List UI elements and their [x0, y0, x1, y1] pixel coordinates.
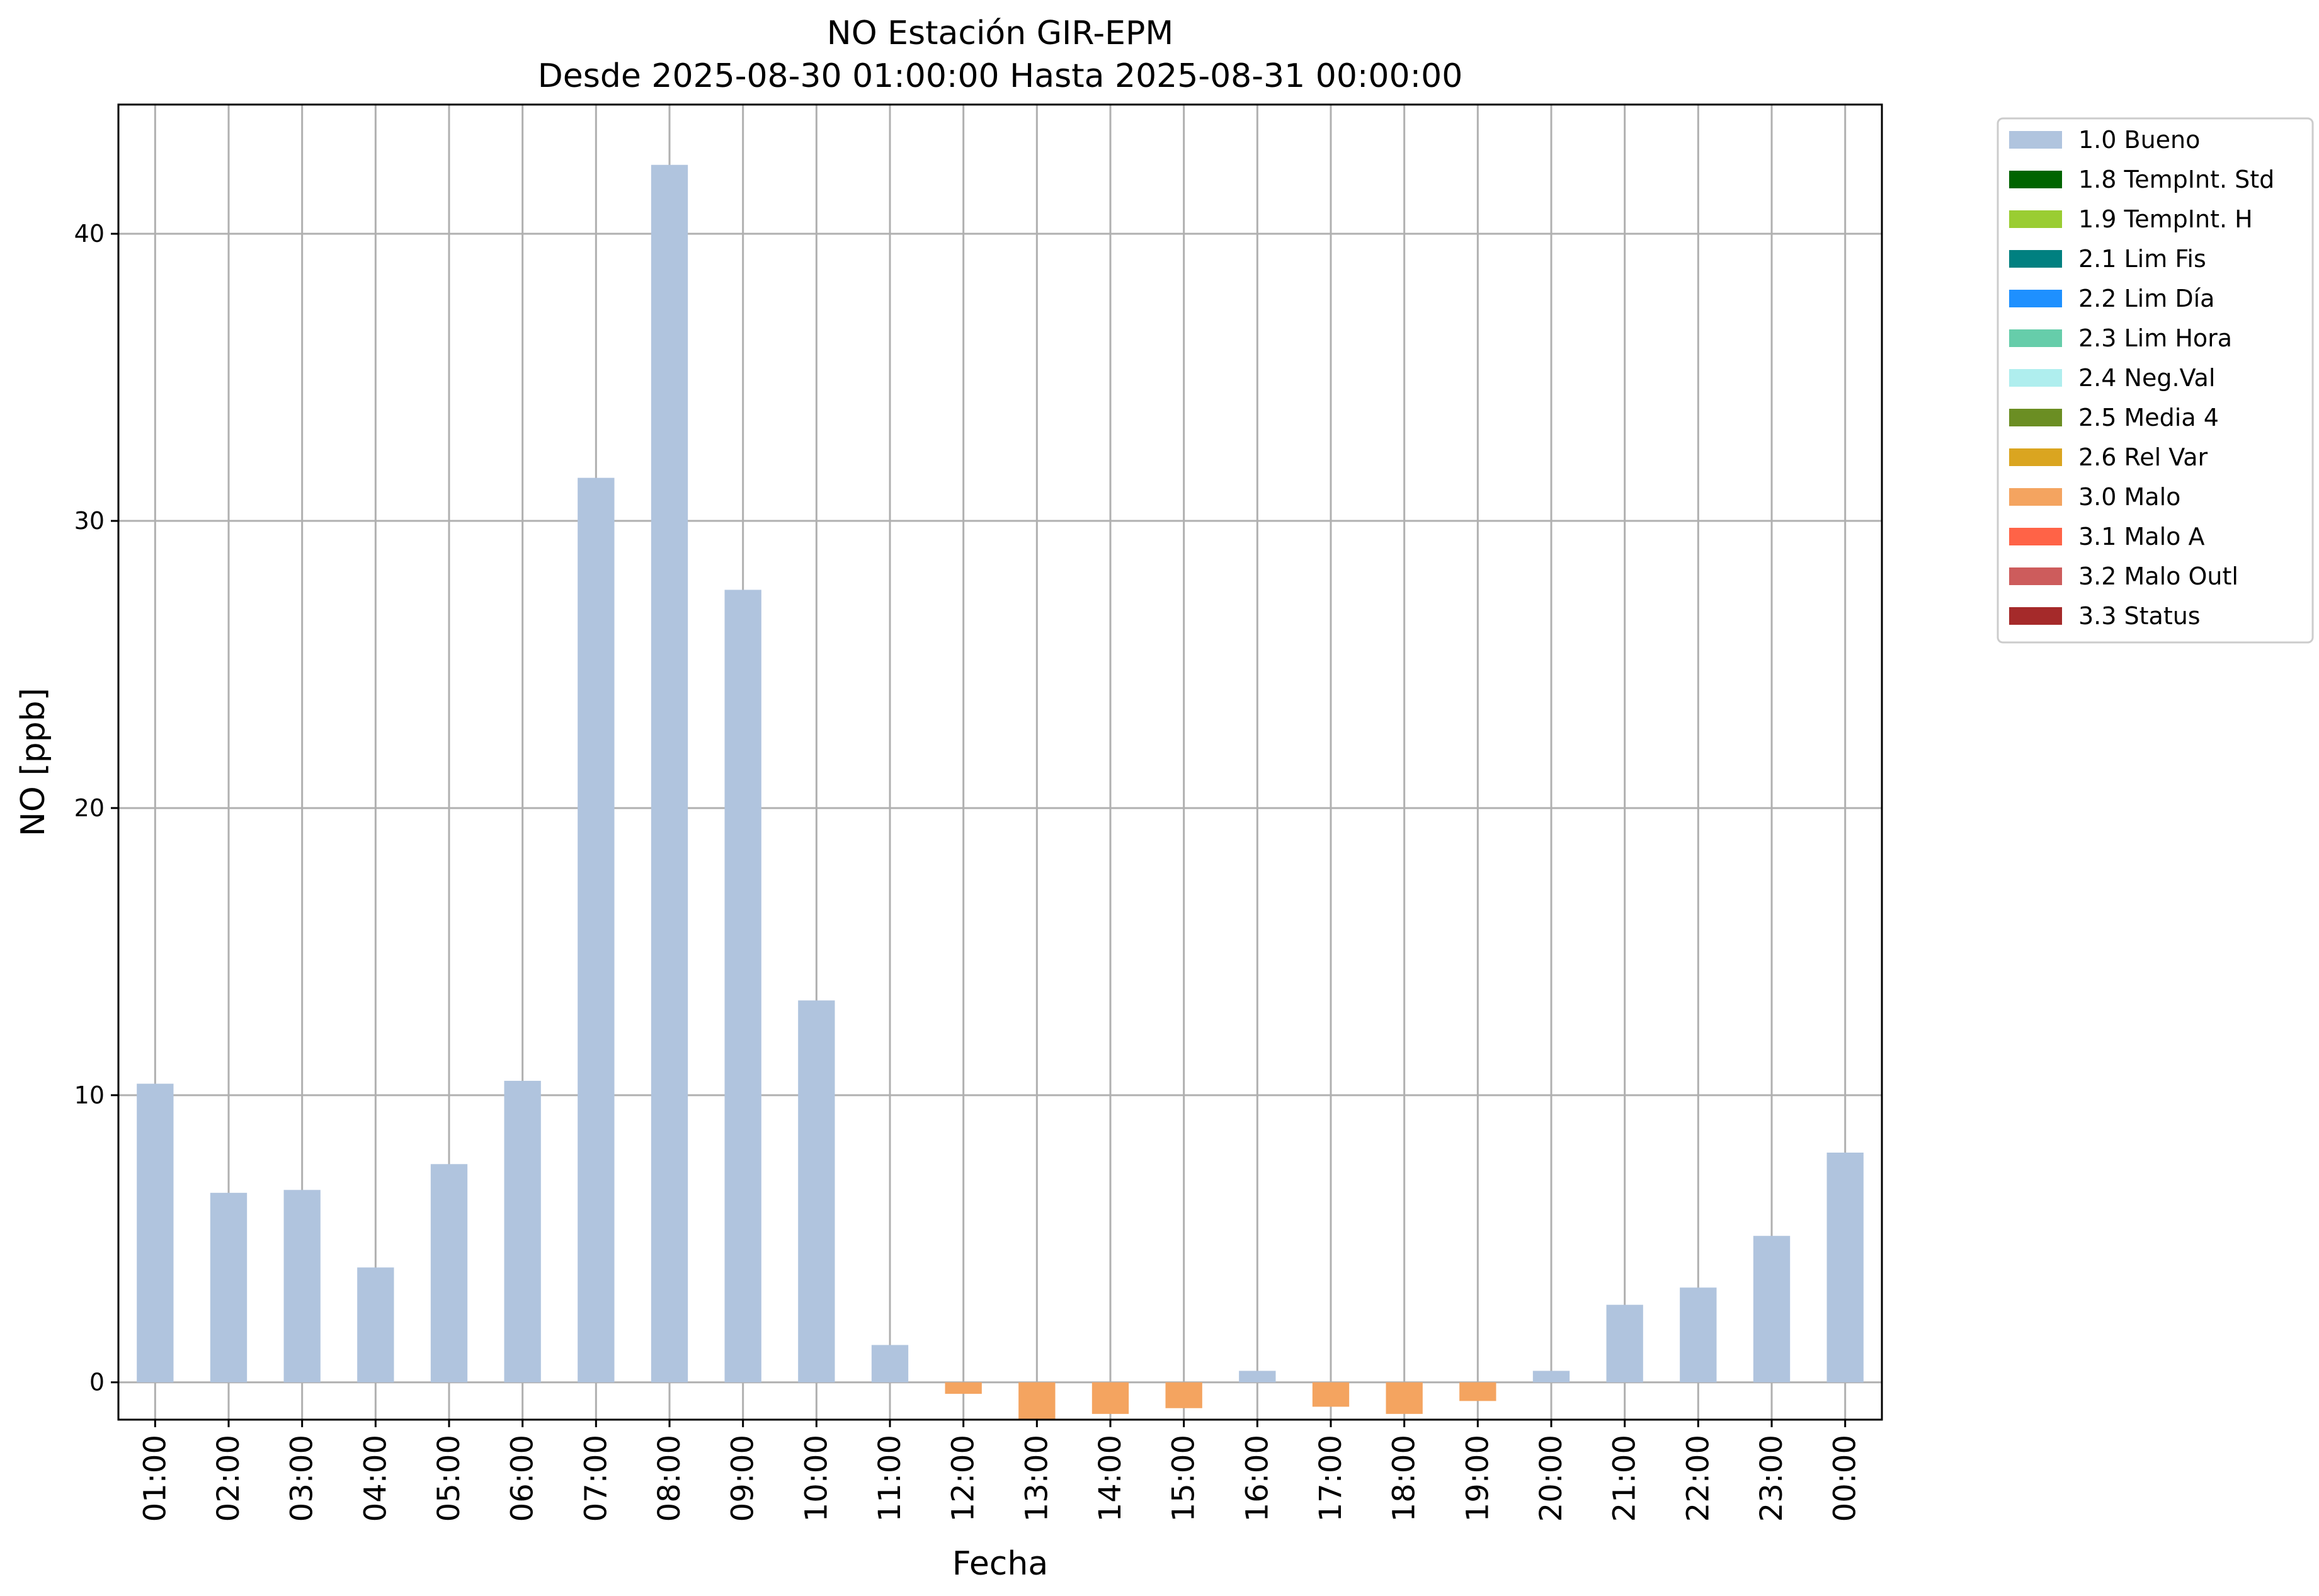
- x-tick-label: 13:00: [1019, 1435, 1054, 1522]
- x-axis-ticks: 01:00 02:00 03:00 04:00 05:00 06:00 07:00 08:00…: [137, 1420, 1863, 1522]
- bar: [1826, 1153, 1864, 1382]
- x-axis-label: Fecha: [952, 1545, 1048, 1583]
- x-tick-label: 15:00: [1166, 1435, 1202, 1522]
- chart-subtitle: Desde 2025-08-30 01:00:00 Hasta 2025-08-…: [538, 57, 1463, 95]
- legend: 1.0 Bueno 1.8 TempInt. Std 1.9 TempInt. H 2…: [1997, 117, 2314, 644]
- legend-label: 1.8 TempInt. Std: [2078, 166, 2274, 193]
- x-tick-label: 04:00: [358, 1435, 393, 1522]
- chart-title: NO Estación GIR-EPM: [827, 14, 1173, 52]
- legend-label: 3.3 Status: [2078, 602, 2201, 630]
- y-tick-label: 0: [89, 1369, 105, 1396]
- legend-label: 1.9 TempInt. H: [2078, 205, 2253, 233]
- x-tick-label: 19:00: [1460, 1435, 1495, 1522]
- legend-swatch: [2009, 250, 2062, 268]
- bars-group: [137, 164, 1864, 1420]
- x-tick-label: 05:00: [431, 1435, 467, 1522]
- y-tick-label: 40: [74, 220, 105, 248]
- x-tick-label: 17:00: [1313, 1435, 1348, 1522]
- legend-swatch: [2009, 607, 2062, 625]
- bar: [137, 1083, 174, 1382]
- bar: [1239, 1371, 1276, 1382]
- legend-items: 1.0 Bueno 1.8 TempInt. Std 1.9 TempInt. H 2…: [2009, 126, 2274, 630]
- bar: [1386, 1382, 1423, 1414]
- y-axis-ticks: 0 10 20 30 40: [74, 220, 118, 1396]
- legend-box: [1997, 117, 2314, 644]
- bar: [504, 1081, 541, 1382]
- bar: [1606, 1304, 1643, 1382]
- legend-swatch: [2009, 210, 2062, 228]
- bar: [798, 1000, 835, 1382]
- legend-label: 2.3 Lim Hora: [2078, 324, 2232, 352]
- x-tick-label: 01:00: [137, 1435, 173, 1522]
- bar: [283, 1190, 321, 1382]
- x-tick-label: 22:00: [1680, 1435, 1716, 1522]
- bar: [357, 1267, 394, 1382]
- x-tick-label: 00:00: [1828, 1435, 1863, 1522]
- y-axis-label: NO [ppb]: [14, 688, 52, 836]
- legend-swatch: [2009, 528, 2062, 545]
- bar: [1018, 1382, 1056, 1420]
- x-tick-label: 21:00: [1607, 1435, 1643, 1522]
- x-tick-label: 03:00: [285, 1435, 320, 1522]
- legend-label: 2.1 Lim Fis: [2078, 245, 2206, 273]
- legend-label: 1.0 Bueno: [2078, 126, 2200, 154]
- legend-swatch: [2009, 290, 2062, 307]
- bar: [651, 164, 688, 1382]
- legend-swatch: [2009, 171, 2062, 188]
- bar: [1091, 1382, 1129, 1414]
- x-tick-label: 06:00: [505, 1435, 540, 1522]
- bar: [1165, 1382, 1202, 1408]
- y-tick-label: 10: [74, 1081, 105, 1109]
- x-tick-label: 11:00: [872, 1435, 908, 1522]
- legend-swatch: [2009, 329, 2062, 347]
- x-tick-label: 12:00: [946, 1435, 981, 1522]
- legend-swatch: [2009, 131, 2062, 149]
- x-tick-label: 10:00: [799, 1435, 834, 1522]
- legend-label: 2.4 Neg.Val: [2078, 364, 2215, 392]
- legend-swatch: [2009, 409, 2062, 426]
- bar: [1680, 1287, 1717, 1382]
- y-tick-label: 20: [74, 794, 105, 822]
- legend-label: 2.2 Lim Día: [2078, 285, 2214, 312]
- legend-label: 3.1 Malo A: [2078, 523, 2204, 550]
- legend-swatch: [2009, 369, 2062, 387]
- legend-label: 3.2 Malo Outl: [2078, 562, 2238, 590]
- x-tick-label: 07:00: [578, 1435, 613, 1522]
- x-tick-label: 16:00: [1239, 1435, 1275, 1522]
- legend-swatch: [2009, 567, 2062, 585]
- bar: [1753, 1236, 1791, 1382]
- bar: [430, 1164, 468, 1382]
- x-tick-label: 08:00: [652, 1435, 687, 1522]
- x-tick-label: 09:00: [726, 1435, 761, 1522]
- y-tick-label: 30: [74, 507, 105, 535]
- bar: [578, 477, 615, 1382]
- grid-lines: [118, 105, 1882, 1420]
- bar: [1459, 1382, 1496, 1401]
- x-tick-label: 23:00: [1754, 1435, 1789, 1522]
- plot-frame: [117, 103, 1883, 1421]
- bar: [1532, 1371, 1570, 1382]
- bar: [1312, 1382, 1350, 1407]
- legend-label: 2.5 Media 4: [2078, 404, 2219, 431]
- legend-label: 2.6 Rel Var: [2078, 443, 2208, 471]
- bar: [724, 590, 761, 1382]
- legend-swatch: [2009, 488, 2062, 506]
- x-tick-label: 20:00: [1534, 1435, 1569, 1522]
- legend-label: 3.0 Malo: [2078, 483, 2180, 511]
- bar: [210, 1192, 248, 1382]
- x-tick-label: 02:00: [211, 1435, 246, 1522]
- bar: [945, 1382, 982, 1394]
- bar: [871, 1345, 909, 1382]
- x-tick-label: 18:00: [1387, 1435, 1422, 1522]
- x-tick-label: 14:00: [1093, 1435, 1128, 1522]
- legend-swatch: [2009, 448, 2062, 466]
